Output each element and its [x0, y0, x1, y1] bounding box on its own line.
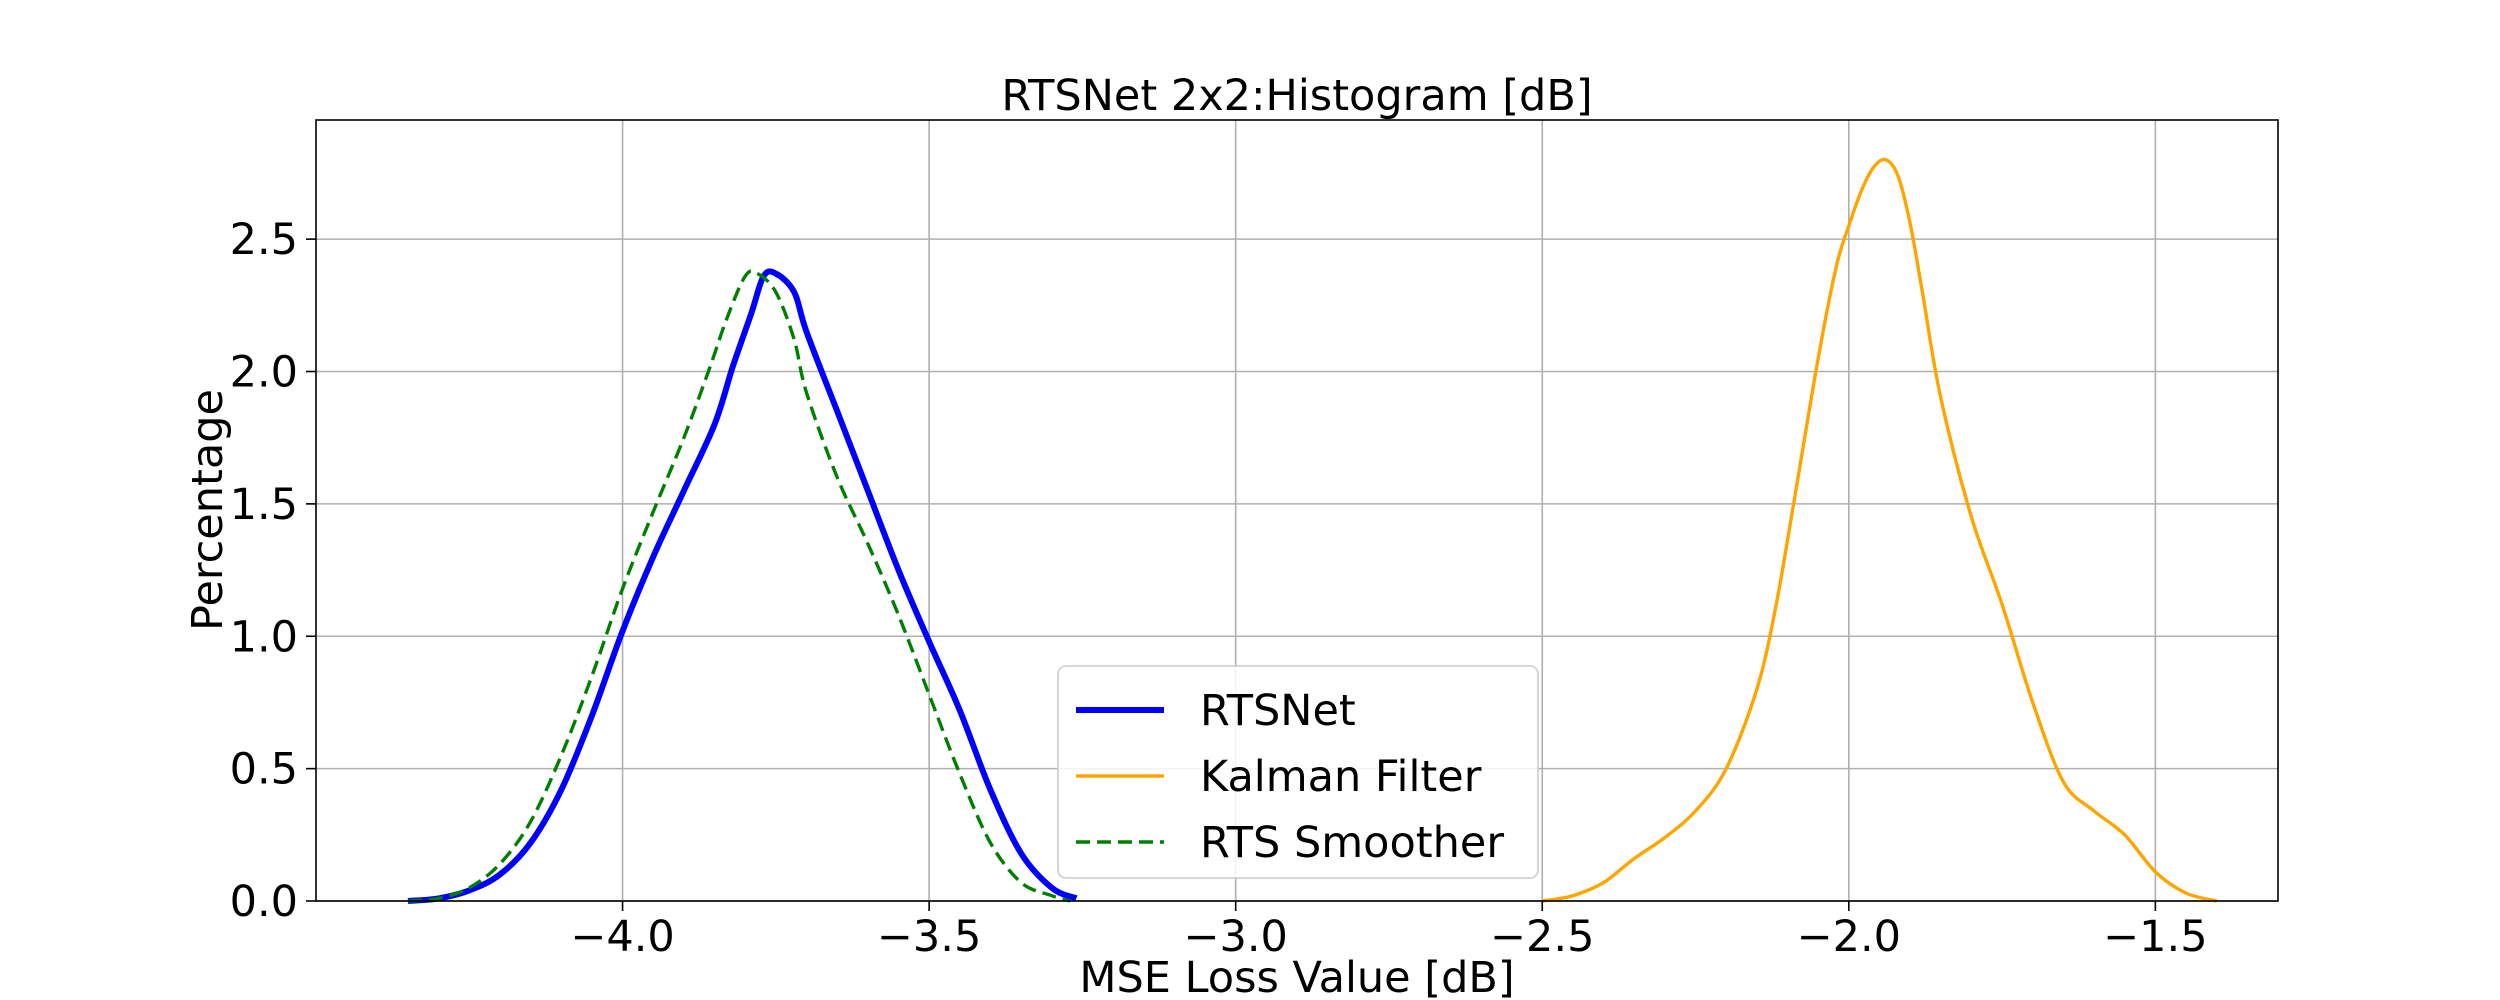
- plot-frame: [315, 119, 2279, 902]
- x-tick-label: −1.5: [2103, 912, 2207, 962]
- legend-label-rtsnet: RTSNet: [1200, 686, 1356, 736]
- y-tick-label: 2.0: [230, 348, 298, 398]
- x-tick-label: −2.0: [1797, 912, 1901, 962]
- series-line-rts-smoother: [407, 269, 1071, 903]
- x-tick-label: −3.5: [877, 912, 981, 962]
- x-tick-label: −4.0: [570, 912, 674, 962]
- legend: RTSNet Kalman Filter RTS Smoother: [1057, 665, 1539, 879]
- y-tick-label: 0.0: [230, 877, 298, 927]
- legend-label-rts-smoother: RTS Smoother: [1200, 818, 1504, 868]
- x-axis-label: MSE Loss Value [dB]: [1079, 953, 1514, 1000]
- x-tick-label: −2.5: [1490, 912, 1594, 962]
- x-axis-ticks: −4.0 −3.5 −3.0 −2.5 −2.0 −1.5: [570, 901, 2208, 962]
- y-tick-label: 1.5: [230, 480, 298, 530]
- series-lines: [407, 157, 2218, 904]
- legend-items: RTSNet Kalman Filter RTS Smoother: [1076, 686, 1504, 868]
- legend-label-kalman-filter: Kalman Filter: [1200, 752, 1482, 802]
- series-line-rtsnet: [407, 268, 1078, 904]
- chart-title: RTSNet 2x2:Histogram [dB]: [1001, 71, 1592, 121]
- x-tick-label: −3.0: [1183, 912, 1287, 962]
- legend-box: [1057, 665, 1539, 879]
- y-tick-label: 2.5: [230, 215, 298, 265]
- series-line-kalman-filter: [1542, 157, 2218, 903]
- y-axis-label: Percentage: [183, 389, 233, 631]
- y-tick-label: 1.0: [230, 612, 298, 662]
- y-tick-label: 0.5: [230, 745, 298, 795]
- y-axis-ticks: 0.0 0.5 1.0 1.5 2.0 2.5: [230, 215, 316, 927]
